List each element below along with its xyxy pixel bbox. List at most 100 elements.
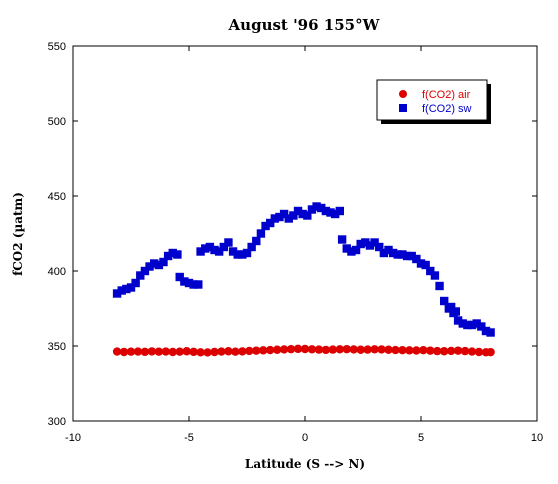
data-point-air bbox=[460, 346, 470, 356]
data-point-sw bbox=[205, 242, 215, 252]
data-point-sw bbox=[117, 286, 126, 295]
data-point-sw bbox=[159, 257, 168, 267]
data-point-sw bbox=[145, 262, 154, 271]
y-tick-label: 400 bbox=[48, 266, 66, 278]
data-point-sw bbox=[210, 245, 219, 255]
data-point-sw bbox=[365, 241, 375, 250]
data-point-air bbox=[474, 347, 484, 357]
data-point-sw bbox=[173, 250, 182, 259]
data-point-sw bbox=[472, 319, 481, 328]
y-tick-label: 550 bbox=[48, 41, 66, 53]
data-point-air bbox=[224, 347, 233, 356]
data-point-sw bbox=[180, 277, 189, 286]
data-point-sw bbox=[214, 247, 224, 256]
legend-marker-air bbox=[399, 90, 407, 98]
data-point-sw bbox=[486, 328, 495, 337]
data-point-air bbox=[467, 347, 477, 356]
data-point-air bbox=[356, 345, 365, 354]
data-point-sw bbox=[303, 211, 312, 220]
data-point-air bbox=[266, 345, 275, 355]
data-point-sw bbox=[261, 221, 270, 231]
data-point-air bbox=[440, 347, 449, 356]
data-point-sw bbox=[168, 248, 177, 258]
data-point-sw bbox=[361, 238, 370, 247]
data-point-sw bbox=[136, 271, 145, 280]
x-axis: -10 -5 0 5 10 bbox=[65, 46, 543, 444]
data-point-air bbox=[259, 346, 268, 355]
y-axis-label: fCO2 (µatm) bbox=[11, 192, 25, 276]
data-point-sw bbox=[284, 214, 293, 223]
data-point-sw bbox=[467, 320, 477, 330]
data-point-sw bbox=[347, 247, 356, 256]
y-tick-label: 450 bbox=[48, 191, 66, 203]
data-point-sw bbox=[228, 247, 238, 256]
data-point-air bbox=[154, 347, 164, 356]
data-point-sw bbox=[140, 266, 150, 276]
data-point-sw bbox=[175, 272, 184, 282]
data-point-air bbox=[126, 347, 136, 356]
data-point-sw bbox=[375, 242, 384, 252]
data-point-sw bbox=[335, 206, 344, 216]
data-point-sw bbox=[196, 247, 205, 256]
data-point-sw bbox=[402, 251, 412, 261]
data-point-air bbox=[446, 346, 456, 356]
data-point-air bbox=[217, 347, 226, 356]
data-point-sw bbox=[233, 250, 242, 259]
x-tick-label: -10 bbox=[65, 432, 81, 444]
data-point-sw bbox=[194, 280, 203, 289]
data-point-sw bbox=[317, 203, 326, 213]
data-point-sw bbox=[189, 280, 198, 289]
x-tick-label: 10 bbox=[531, 432, 543, 444]
data-point-sw bbox=[307, 205, 317, 214]
data-point-sw bbox=[224, 238, 233, 247]
data-point-air bbox=[335, 345, 344, 354]
x-tick-label: -5 bbox=[184, 432, 194, 444]
data-point-air bbox=[175, 347, 184, 356]
data-point-air bbox=[453, 346, 463, 355]
data-point-sw bbox=[184, 278, 194, 288]
data-point-sw bbox=[356, 239, 365, 249]
data-point-sw bbox=[131, 278, 140, 288]
data-point-air bbox=[252, 346, 261, 355]
data-point-air bbox=[161, 347, 170, 356]
y-tick-label: 500 bbox=[48, 116, 66, 128]
data-point-air bbox=[119, 347, 129, 357]
data-point-air bbox=[147, 347, 157, 356]
data-point-sw bbox=[256, 229, 266, 238]
data-point-air bbox=[279, 345, 289, 354]
x-tick-label: 5 bbox=[418, 432, 424, 444]
data-point-sw bbox=[279, 209, 289, 219]
data-point-sw bbox=[293, 206, 303, 216]
data-point-sw bbox=[321, 206, 331, 216]
series-layer bbox=[112, 202, 495, 357]
y-tick-label: 300 bbox=[48, 416, 66, 428]
data-point-sw bbox=[219, 242, 228, 252]
legend-marker-sw bbox=[399, 104, 407, 112]
data-point-sw bbox=[412, 254, 421, 264]
data-point-air bbox=[272, 345, 282, 354]
data-point-air bbox=[286, 344, 296, 354]
x-axis-label: Latitude (S --> N) bbox=[245, 457, 365, 471]
data-point-air bbox=[112, 347, 122, 356]
data-point-air bbox=[433, 346, 442, 356]
data-point-air bbox=[419, 346, 428, 355]
data-point-air bbox=[391, 345, 400, 355]
data-point-sw bbox=[275, 212, 284, 222]
data-point-air bbox=[300, 344, 310, 354]
data-point-air bbox=[342, 344, 351, 354]
data-point-sw bbox=[458, 319, 467, 328]
data-point-air bbox=[133, 347, 143, 356]
data-point-sw bbox=[453, 316, 463, 325]
data-point-air bbox=[196, 348, 205, 357]
data-point-air bbox=[405, 346, 414, 355]
data-point-sw bbox=[481, 326, 491, 336]
data-point-sw bbox=[463, 320, 472, 330]
data-point-air bbox=[349, 345, 358, 354]
data-point-sw bbox=[326, 208, 335, 217]
data-point-sw bbox=[266, 218, 275, 228]
data-point-air bbox=[203, 348, 212, 357]
data-point-air bbox=[377, 345, 386, 354]
data-point-air bbox=[384, 345, 393, 354]
data-point-sw bbox=[163, 251, 173, 261]
data-point-sw bbox=[337, 235, 347, 244]
